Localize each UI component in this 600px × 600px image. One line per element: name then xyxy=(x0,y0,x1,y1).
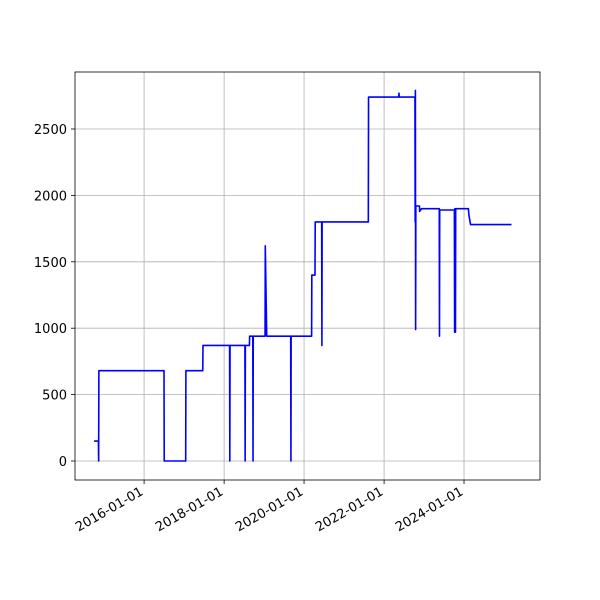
x-tick-label: 2016-01-01 xyxy=(73,484,146,535)
x-tick-label: 2018-01-01 xyxy=(153,484,226,535)
y-tick-label: 2500 xyxy=(34,123,67,138)
y-tick-label: 0 xyxy=(59,455,67,470)
tick-labels: 0 500 1000 1500 2000 2500 2016-01-01 2018-01-01… xyxy=(34,123,466,535)
grid xyxy=(75,72,540,480)
x-tick-label: 2024-01-01 xyxy=(393,484,466,535)
y-tick-label: 1500 xyxy=(34,256,67,271)
data-line xyxy=(94,89,512,462)
x-tick-label: 2022-01-01 xyxy=(313,484,386,535)
y-tick-label: 2000 xyxy=(34,189,67,204)
y-tick-label: 1000 xyxy=(34,322,67,337)
y-tick-label: 500 xyxy=(42,389,67,404)
axes-frame xyxy=(74,71,541,481)
plot-area xyxy=(94,89,512,462)
x-tick-label: 2020-01-01 xyxy=(233,484,306,535)
